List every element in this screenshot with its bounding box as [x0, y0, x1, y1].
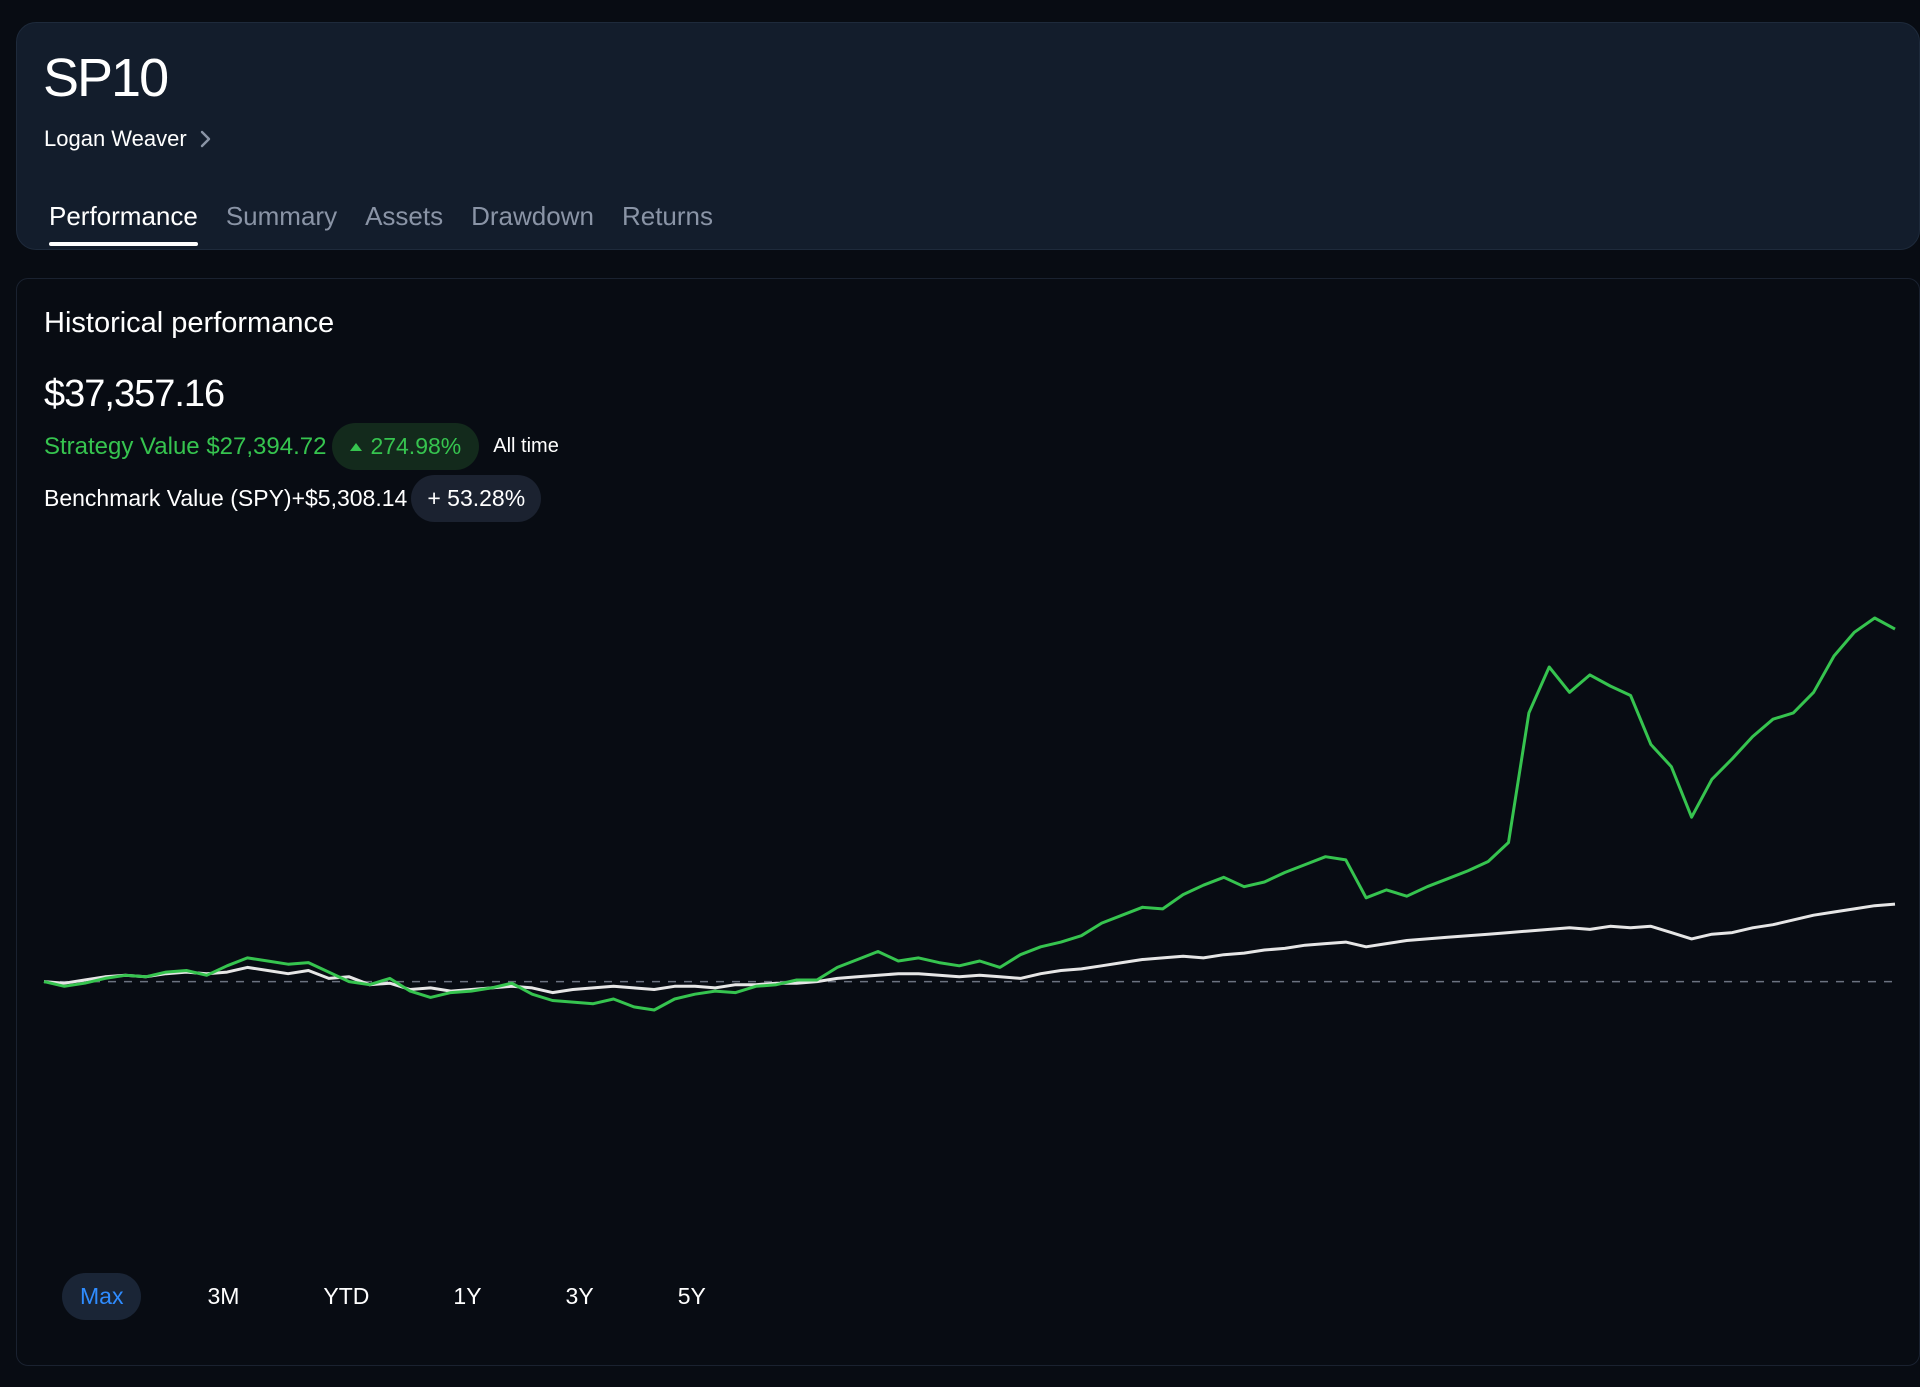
tab-drawdown[interactable]: Drawdown	[471, 201, 594, 231]
tab-performance[interactable]: Performance	[49, 201, 198, 246]
section-title: Historical performance	[44, 307, 335, 339]
strategy-value-row: Strategy Value $27,394.72 274.98% All ti…	[44, 423, 559, 470]
tab-assets[interactable]: Assets	[365, 201, 444, 231]
total-value: $37,357.16	[44, 373, 225, 415]
owner-link[interactable]: Logan Weaver	[44, 126, 215, 152]
owner-name: Logan Weaver	[44, 126, 187, 151]
range-1y-button[interactable]: 1Y	[453, 1283, 482, 1309]
range-ytd-button[interactable]: YTD	[323, 1283, 370, 1309]
range-3m-button[interactable]: 3M	[207, 1283, 240, 1309]
strategy-header-card: SP10 Logan Weaver Performance Summary As…	[16, 22, 1920, 250]
performance-card: Historical performance $37,357.16 Strate…	[16, 278, 1920, 1366]
arrow-up-icon	[350, 442, 363, 451]
benchmark-value-row: Benchmark Value (SPY)+$5,308.14 + 53.28%	[44, 475, 542, 522]
strategy-value-label: Strategy Value $27,394.72	[44, 432, 327, 460]
tab-bar: Performance Summary Assets Drawdown Retu…	[49, 201, 713, 246]
strategy-line	[43, 616, 1896, 1012]
strategy-pct: 274.98%	[370, 433, 462, 459]
tab-returns[interactable]: Returns	[621, 201, 713, 231]
range-selector: Max 3M YTD 1Y 3Y 5Y	[62, 1273, 772, 1320]
benchmark-pct-badge: + 53.28%	[411, 475, 542, 522]
strategy-pct-badge: 274.98%	[332, 423, 480, 470]
period-label: All time	[493, 435, 559, 457]
strategy-title: SP10	[43, 48, 169, 108]
benchmark-line	[43, 902, 1896, 995]
range-5y-button[interactable]: 5Y	[677, 1283, 706, 1309]
performance-chart[interactable]	[17, 509, 1920, 1269]
tab-summary[interactable]: Summary	[225, 201, 338, 231]
benchmark-value-label: Benchmark Value (SPY)+$5,308.14	[44, 485, 408, 511]
range-3y-button[interactable]: 3Y	[565, 1283, 594, 1309]
range-max-button[interactable]: Max	[62, 1273, 142, 1320]
chevron-right-icon	[200, 130, 210, 148]
